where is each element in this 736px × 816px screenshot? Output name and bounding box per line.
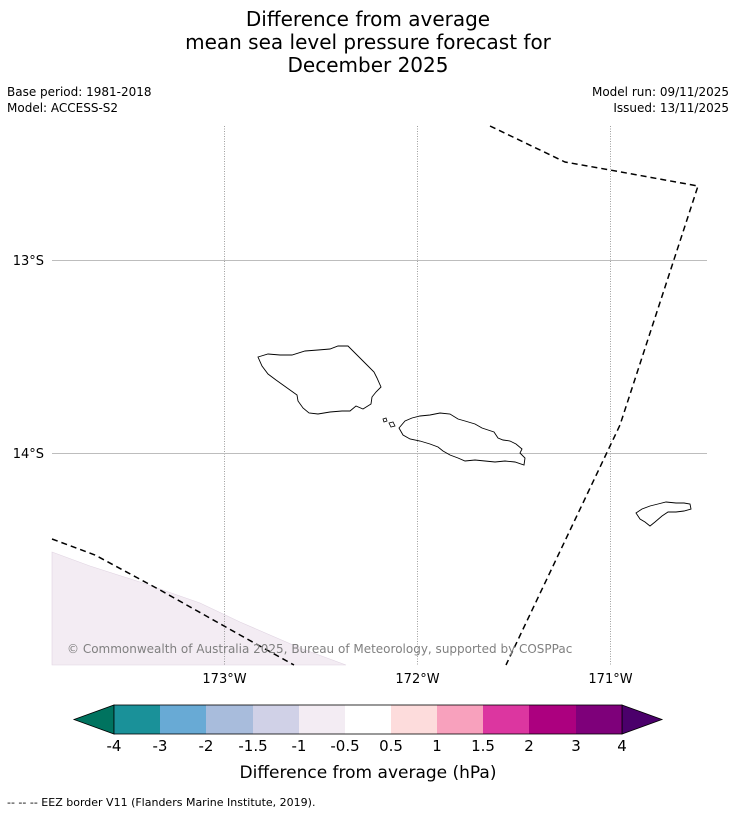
colorbar-tick: 0.5 bbox=[379, 737, 403, 755]
eez-border-east bbox=[489, 125, 699, 666]
upolu-island-outline bbox=[398, 412, 526, 466]
title-line-2: mean sea level pressure forecast for bbox=[185, 30, 551, 54]
colorbar-bin bbox=[114, 705, 160, 734]
model-run-text: Model run: 09/11/2025 bbox=[591, 85, 729, 99]
eez-legend-note: -- -- -- EEZ border V11 (Flanders Marine… bbox=[7, 796, 316, 809]
lon-label-172w: 172°W bbox=[395, 672, 439, 687]
meta-left: Base period: 1981-2018 Model: ACCESS-S2 bbox=[7, 84, 152, 116]
colorbar-bin bbox=[160, 705, 206, 734]
lat-label-13s: 13°S bbox=[13, 254, 44, 269]
colorbar-bin bbox=[483, 705, 529, 734]
map-area: © Commonwealth of Australia 2025, Bureau… bbox=[51, 125, 707, 666]
title-line-3: December 2025 bbox=[287, 53, 449, 77]
apolima-islet-outline bbox=[382, 417, 388, 423]
model-text: Model: ACCESS-S2 bbox=[7, 101, 119, 115]
colorbar-bin bbox=[437, 705, 483, 734]
colorbar-under-arrow bbox=[72, 704, 115, 735]
issued-text: Issued: 13/11/2025 bbox=[613, 101, 729, 115]
title-line-1: Difference from average bbox=[245, 7, 491, 31]
base-period-text: Base period: 1981-2018 bbox=[7, 85, 152, 99]
anomaly-shading bbox=[51, 551, 347, 666]
colorbar-tick: -1.5 bbox=[238, 737, 267, 755]
eez-border-southwest bbox=[51, 538, 295, 666]
colorbar-over-arrow bbox=[621, 704, 664, 735]
colorbar-tick: -1 bbox=[292, 737, 307, 755]
tutuila-island-outline bbox=[635, 501, 692, 527]
colorbar-bin bbox=[299, 705, 345, 734]
meta-right: Model run: 09/11/2025 Issued: 13/11/2025 bbox=[592, 84, 729, 116]
colorbar-bin bbox=[529, 705, 576, 734]
lat-label-14s: 14°S bbox=[13, 447, 44, 462]
colorbar-tick: -2 bbox=[199, 737, 214, 755]
lon-label-171w: 171°W bbox=[588, 672, 632, 687]
colorbar: -4 -3 -2 -1.5 -1 -0.5 0.5 1 1.5 2 3 4 Di… bbox=[72, 704, 664, 783]
colorbar-tick: 4 bbox=[617, 737, 627, 755]
chart-title: Difference from average mean sea level p… bbox=[0, 8, 736, 77]
colorbar-label: Difference from average (hPa) bbox=[240, 763, 497, 783]
colorbar-bin bbox=[391, 705, 437, 734]
colorbar-bin bbox=[206, 705, 253, 734]
colorbar-tick: 3 bbox=[571, 737, 581, 755]
colorbar-bin bbox=[253, 705, 299, 734]
colorbar-tick: 1 bbox=[432, 737, 442, 755]
manono-islet-outline bbox=[388, 421, 396, 428]
colorbar-tick: -3 bbox=[153, 737, 168, 755]
copyright-text: © Commonwealth of Australia 2025, Bureau… bbox=[67, 642, 572, 656]
colorbar-bin bbox=[576, 705, 622, 734]
savaii-island-outline bbox=[257, 345, 382, 415]
colorbar-bin bbox=[345, 705, 391, 734]
colorbar-tick: 1.5 bbox=[471, 737, 495, 755]
colorbar-tick: -4 bbox=[107, 737, 122, 755]
colorbar-outline bbox=[113, 704, 623, 735]
lon-label-173w: 173°W bbox=[202, 672, 246, 687]
colorbar-tick: 2 bbox=[524, 737, 534, 755]
colorbar-tick: -0.5 bbox=[330, 737, 359, 755]
